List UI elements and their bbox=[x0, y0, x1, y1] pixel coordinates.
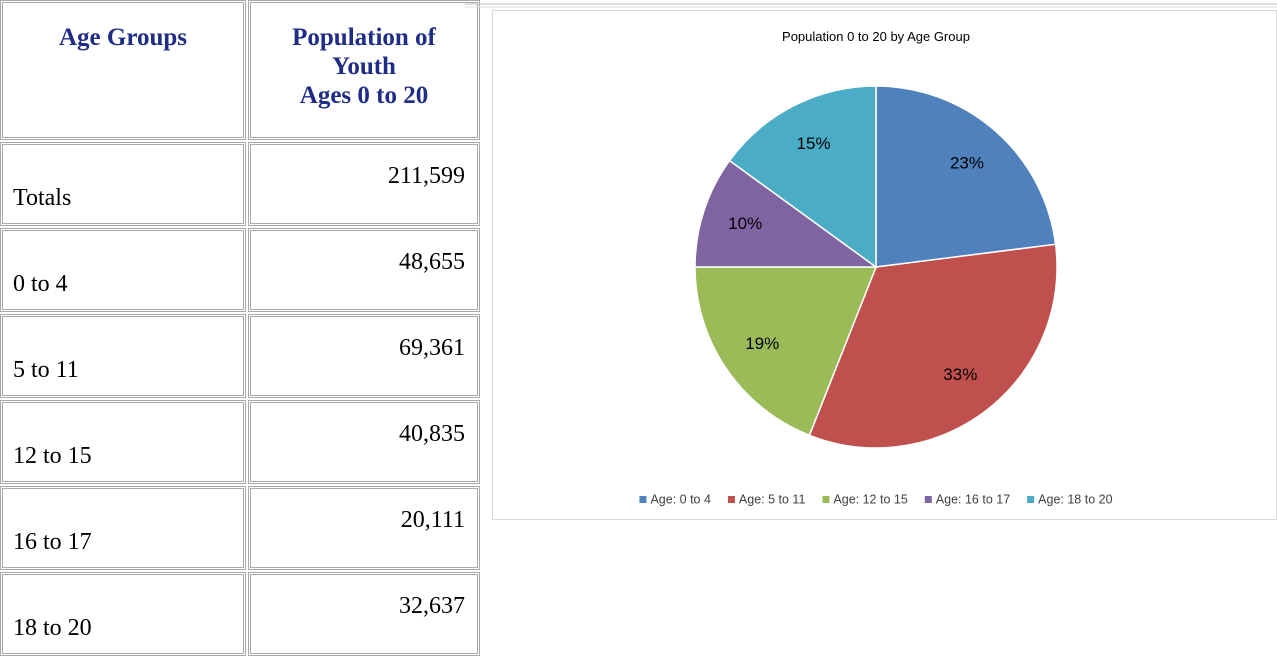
header-cell: Population of Youth Ages 0 to 20 bbox=[248, 0, 480, 140]
legend-label: Age: 12 to 15 bbox=[833, 492, 907, 506]
row-label: Totals bbox=[0, 142, 246, 226]
pie-slice bbox=[694, 159, 879, 268]
header-cell: Age Groups bbox=[0, 0, 246, 140]
row-value: 32,637 bbox=[248, 572, 480, 656]
row-label: 12 to 15 bbox=[0, 400, 246, 484]
pie-slice bbox=[694, 266, 878, 437]
row-value: 69,361 bbox=[248, 314, 480, 398]
row-value: 48,655 bbox=[248, 228, 480, 312]
header-line: Population of bbox=[292, 24, 436, 51]
legend-label: Age: 0 to 4 bbox=[650, 492, 711, 506]
legend-label: Age: 18 to 20 bbox=[1038, 492, 1112, 506]
legend-label: Age: 16 to 17 bbox=[936, 492, 1010, 506]
row-value: 211,599 bbox=[248, 142, 480, 226]
data-label: 33% bbox=[943, 365, 977, 384]
header-line: Youth bbox=[332, 53, 396, 80]
row-label: 5 to 11 bbox=[0, 314, 246, 398]
legend-swatch bbox=[1027, 496, 1035, 503]
row-value: 20,111 bbox=[248, 486, 480, 570]
legend-swatch bbox=[727, 496, 735, 503]
pie-slice bbox=[808, 243, 1058, 449]
pie-slice bbox=[875, 85, 1057, 268]
row-value: 40,835 bbox=[248, 400, 480, 484]
legend-swatch bbox=[822, 496, 830, 503]
header-line: Ages 0 to 20 bbox=[299, 82, 429, 109]
row-label: 16 to 17 bbox=[0, 486, 246, 570]
data-label: 19% bbox=[745, 334, 779, 353]
row-label: 18 to 20 bbox=[0, 572, 246, 656]
legend-swatch bbox=[639, 496, 647, 503]
chart-title: Population 0 to 20 by Age Group bbox=[782, 29, 970, 44]
data-label: 15% bbox=[797, 134, 831, 153]
row-label: 0 to 4 bbox=[0, 228, 246, 312]
data-label: 23% bbox=[950, 153, 984, 172]
pie-slice bbox=[728, 85, 877, 269]
legend-swatch bbox=[924, 496, 932, 503]
data-label: 10% bbox=[728, 214, 762, 233]
legend-label: Age: 5 to 11 bbox=[739, 492, 806, 506]
